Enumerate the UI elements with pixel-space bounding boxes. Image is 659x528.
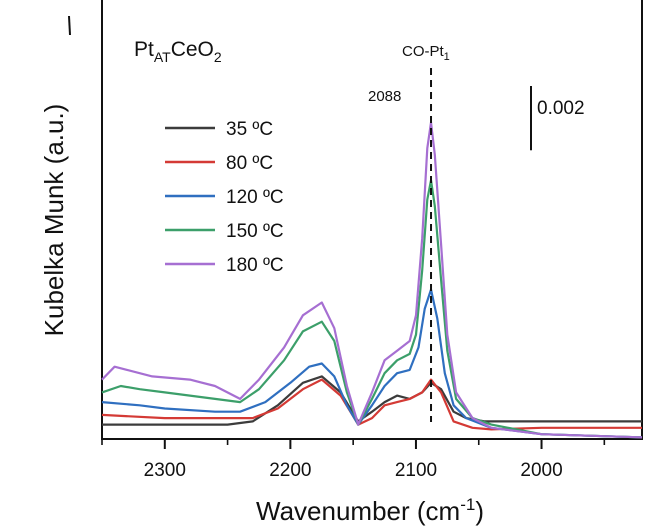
scale-bar-label: 0.002 — [537, 98, 585, 119]
legend-label-4: 180 ºC — [226, 255, 284, 276]
series-line-2 — [101, 288, 643, 439]
series-layer — [101, 121, 643, 439]
x-tick-layer: 2300 2200 2100 2000 — [101, 439, 606, 481]
peak-label: CO-Pt1 — [402, 43, 450, 63]
series-line-1 — [101, 378, 642, 431]
sample-label: PtATCeO2 — [134, 38, 222, 65]
x-tick-label-1: 2200 — [269, 460, 311, 481]
legend-label-2: 120 ºC — [226, 187, 284, 208]
peak-value: 2088 — [368, 88, 401, 105]
legend-label-0: 35 ºC — [226, 119, 273, 140]
series-line-3 — [101, 179, 643, 439]
legend-label-1: 80 ºC — [226, 153, 273, 174]
x-tick-label-3: 2000 — [520, 460, 562, 481]
x-tick-label-2: 2100 — [395, 460, 437, 481]
plot-frame — [101, 0, 643, 440]
y-axis-label: Kubelka Munk (a.u.) — [39, 104, 69, 337]
series-line-4 — [101, 121, 643, 439]
axis-stub — [68, 15, 71, 36]
x-axis-label: Wavenumber (cm-1) — [256, 495, 484, 526]
legend-label-3: 150 ºC — [226, 221, 284, 242]
legend: 35 ºC 80 ºC 120 ºC 150 ºC 180 ºC — [165, 119, 284, 276]
x-tick-label-0: 2300 — [144, 460, 186, 481]
